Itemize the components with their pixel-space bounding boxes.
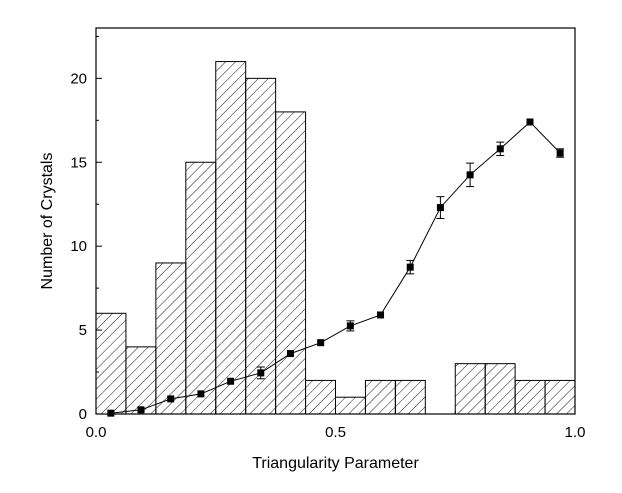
histogram-bar-7 [305, 379, 336, 415]
histogram-bar-15 [544, 379, 576, 415]
data-point-0 [107, 409, 115, 417]
axis-tick-labels: 0.0 0.5 1.0 0 5 10 15 20 [70, 70, 585, 441]
data-point-9 [377, 311, 385, 319]
data-point-4 [227, 377, 235, 385]
x-tick-label-2: 1.0 [565, 424, 586, 441]
histogram-bar-0 [95, 312, 127, 415]
histogram-bar-13 [484, 363, 516, 415]
axis-ticks [95, 35, 576, 415]
histogram-bars [95, 61, 576, 415]
histogram-bar-3 [185, 161, 217, 415]
histogram-bar-12 [454, 363, 486, 415]
data-point-15 [556, 149, 564, 157]
data-point-6 [286, 350, 294, 358]
y-tick-label-1: 5 [79, 322, 87, 339]
histogram-bar-9 [364, 379, 396, 415]
x-tick-label-1: 0.5 [325, 424, 346, 441]
histogram-bar-1 [125, 346, 157, 415]
data-point-2 [167, 395, 175, 403]
histogram-bar-2 [155, 262, 187, 415]
data-point-3 [197, 390, 205, 398]
x-tick-label-0: 0.0 [86, 424, 107, 441]
data-point-7 [317, 339, 325, 347]
data-point-1 [137, 406, 145, 414]
y-axis-label: Number of Crystals [39, 153, 56, 290]
data-point-10 [406, 263, 414, 271]
data-point-13 [496, 145, 504, 153]
data-point-8 [346, 322, 354, 330]
histogram-bar-8 [335, 396, 366, 415]
data-point-5 [257, 369, 265, 377]
y-tick-label-2: 10 [70, 238, 87, 255]
histogram-bar-5 [245, 77, 277, 415]
data-point-14 [526, 118, 534, 126]
histogram-bar-6 [275, 111, 307, 415]
y-tick-label-3: 15 [70, 154, 87, 171]
data-line-series [107, 118, 565, 417]
histogram-bar-4 [215, 61, 247, 415]
data-point-11 [436, 204, 444, 212]
histogram-bar-14 [514, 379, 546, 415]
data-point-12 [466, 171, 474, 179]
series-line [110, 121, 561, 414]
y-tick-label-0: 0 [79, 406, 87, 423]
y-tick-label-4: 20 [70, 70, 87, 87]
x-axis-label: Triangularity Parameter [252, 455, 419, 472]
histogram-bar-10 [394, 379, 426, 415]
